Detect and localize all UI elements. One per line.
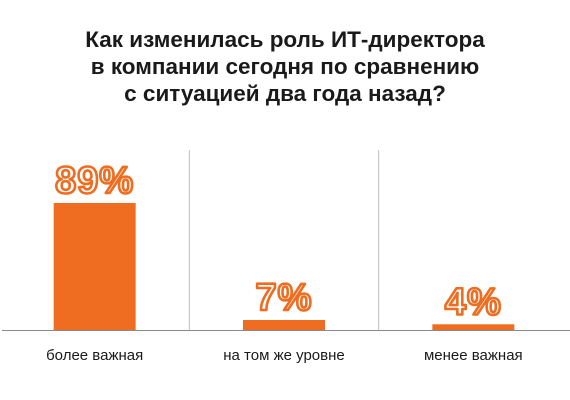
value-label: 4% [445, 281, 502, 323]
chart-title-line-3: с ситуацией два года назад? [124, 81, 446, 106]
value-labels: 89% 7% 4% [54, 159, 502, 325]
category-labels: более важная на том же уровне менее важная [46, 347, 523, 364]
chart-title-line-2: в компании сегодня по сравнению [90, 54, 480, 79]
category-label: более важная [46, 347, 143, 364]
column-dividers [188, 150, 380, 330]
bars [53, 203, 515, 330]
value-label: 89% [55, 160, 134, 202]
category-label: на том же уровне [223, 347, 344, 364]
chart-title-line-1: Как изменилась роль ИТ-директора [85, 27, 485, 52]
bar [243, 320, 325, 330]
category-label: менее важная [424, 347, 523, 364]
chart-title: Как изменилась роль ИТ-директора в компа… [0, 26, 570, 107]
bar [53, 203, 136, 330]
value-label: 7% [256, 277, 313, 319]
bar [432, 324, 515, 330]
